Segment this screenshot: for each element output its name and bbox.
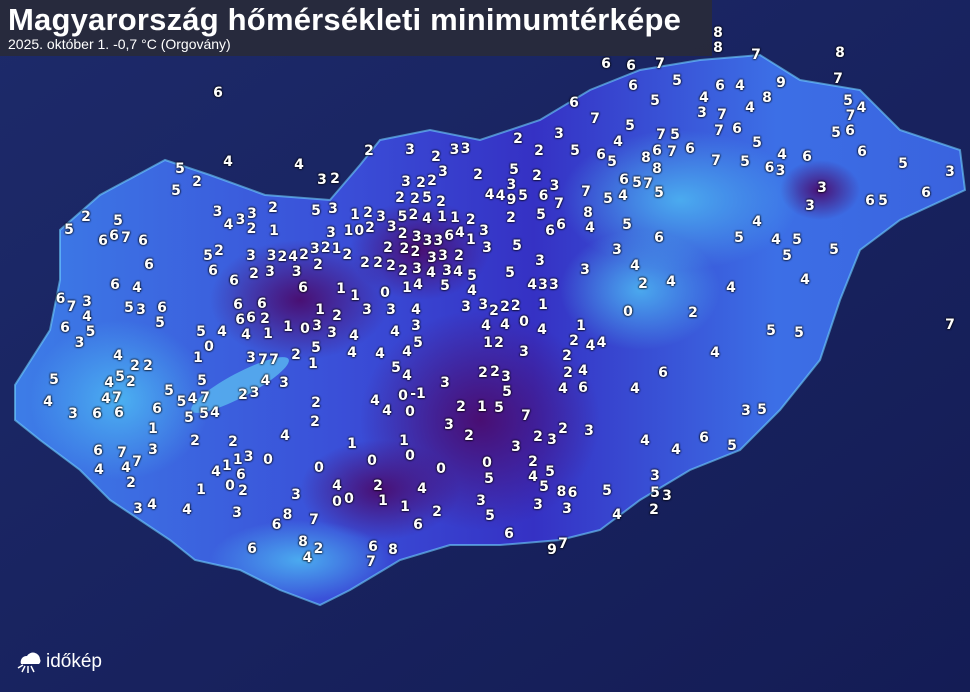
logo-text: időkép (46, 651, 102, 672)
header: Magyarország hőmérsékleti minimumtérképe… (0, 0, 712, 56)
page-subtitle: 2025. október 1. -0,7 °C (Orgovány) (8, 36, 231, 52)
page-title: Magyarország hőmérsékleti minimumtérképe (8, 2, 682, 37)
cloud-sun-icon (17, 652, 41, 673)
idokep-logo[interactable]: időkép (16, 650, 102, 674)
lake-balaton (191, 357, 289, 413)
